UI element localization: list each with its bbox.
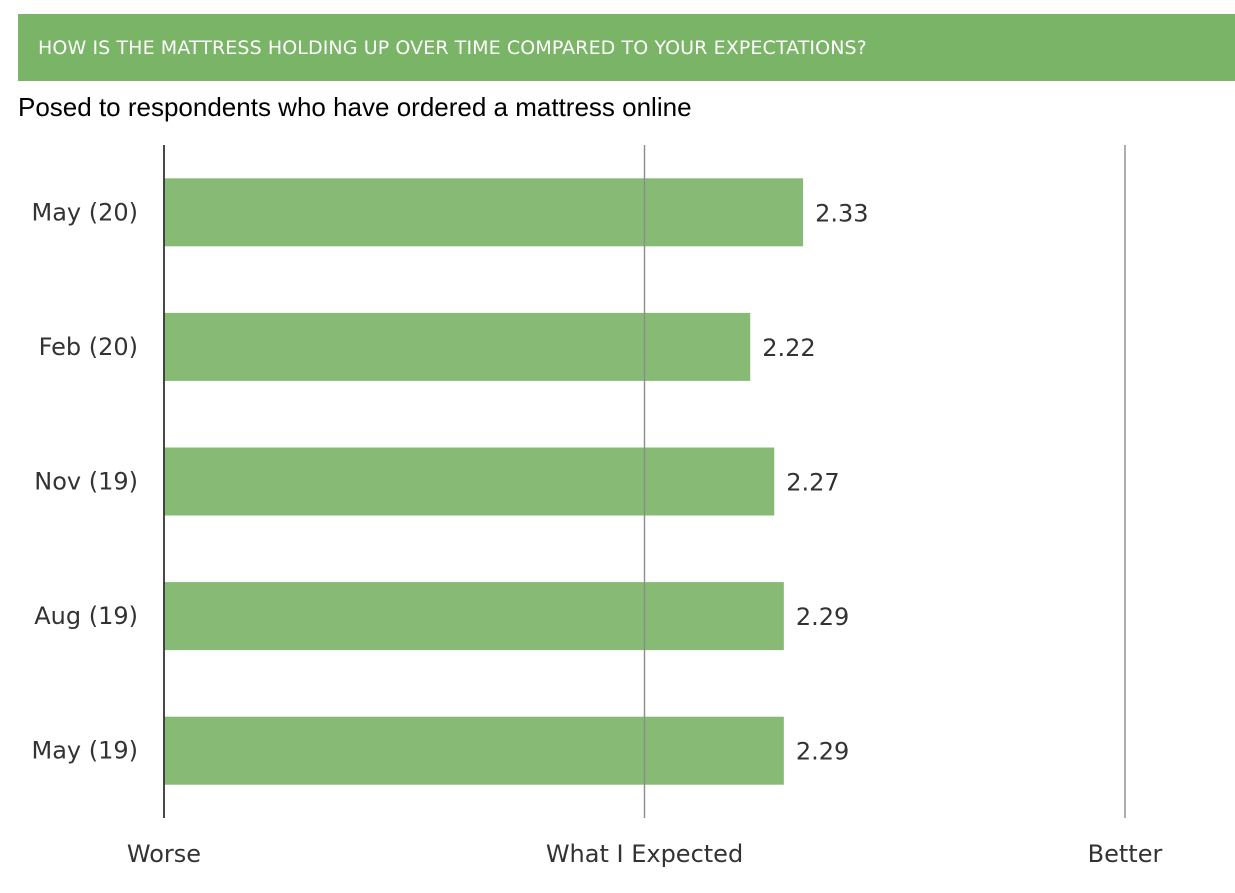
category-label: May (20) (31, 198, 138, 226)
category-label: Nov (19) (34, 468, 138, 496)
bar (164, 582, 784, 651)
data-label: 2.27 (786, 469, 839, 497)
bar (164, 178, 804, 247)
x-tick-label: What I Expected (546, 840, 743, 868)
category-label: Feb (20) (39, 333, 138, 361)
bar (164, 447, 775, 516)
chart-subtitle: Posed to respondents who have ordered a … (18, 92, 692, 122)
header-bar: HOW IS THE MATTRESS HOLDING UP OVER TIME… (18, 14, 1235, 81)
category-label: Aug (19) (34, 602, 138, 630)
header-title: HOW IS THE MATTRESS HOLDING UP OVER TIME… (38, 36, 867, 59)
data-label: 2.29 (796, 603, 849, 631)
category-label: May (19) (31, 737, 138, 765)
bar (164, 716, 784, 785)
data-label: 2.29 (796, 738, 849, 766)
data-label: 2.33 (815, 199, 868, 227)
data-label: 2.22 (762, 334, 815, 362)
x-tick-label: Better (1088, 840, 1163, 868)
x-tick-label: Worse (127, 840, 201, 868)
bar (164, 312, 751, 381)
